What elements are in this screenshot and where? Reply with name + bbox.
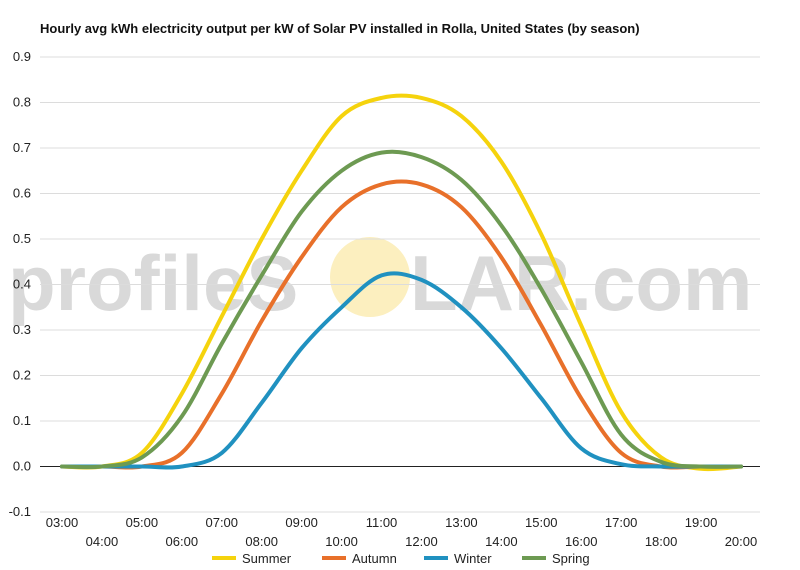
- x-tick-label: 20:00: [725, 534, 758, 549]
- legend-label: Spring: [552, 551, 590, 566]
- series-line-autumn: [60, 179, 743, 470]
- x-tick-label: 18:00: [645, 534, 678, 549]
- chart-title: Hourly avg kWh electricity output per kW…: [40, 21, 640, 36]
- y-tick-label: -0.1: [9, 504, 31, 519]
- series-line-summer: [60, 93, 743, 472]
- y-tick-label: 0.8: [13, 95, 31, 110]
- legend-swatch: [522, 556, 546, 560]
- x-tick-label: 08:00: [245, 534, 278, 549]
- watermark: profileS LAR.com: [8, 237, 752, 327]
- y-tick-label: 0.0: [13, 459, 31, 474]
- y-tick-label: 0.1: [13, 413, 31, 428]
- x-axis: 03:00 04:00 05:00 06:00 07:00 08:00 09:00 10:00…: [46, 515, 758, 549]
- y-tick-label: 0.7: [13, 140, 31, 155]
- x-tick-label: 10:00: [325, 534, 358, 549]
- watermark-text-right: LAR.com: [410, 239, 752, 327]
- legend[interactable]: Summer Autumn Winter Spring: [212, 551, 590, 566]
- x-tick-label: 13:00: [445, 515, 478, 530]
- legend-item-summer[interactable]: Summer: [212, 551, 292, 566]
- legend-label: Autumn: [352, 551, 397, 566]
- x-tick-label: 15:00: [525, 515, 558, 530]
- y-tick-label: 0.9: [13, 49, 31, 64]
- legend-item-spring[interactable]: Spring: [522, 551, 590, 566]
- series-line-spring: [60, 149, 743, 470]
- y-tick-label: 0.4: [13, 277, 31, 292]
- legend-item-winter[interactable]: Winter: [424, 551, 492, 566]
- x-tick-label: 16:00: [565, 534, 598, 549]
- x-tick-label: 04:00: [86, 534, 119, 549]
- y-axis: -0.1 0.0 0.1 0.2 0.3 0.4 0.5 0.6 0.7 0.8 0.9: [9, 49, 31, 519]
- x-tick-label: 06:00: [166, 534, 199, 549]
- series-line-winter: [60, 271, 743, 470]
- grid: [40, 56, 760, 513]
- y-tick-label: 0.5: [13, 231, 31, 246]
- y-tick-label: 0.6: [13, 186, 31, 201]
- legend-label: Summer: [242, 551, 292, 566]
- x-tick-label: 12:00: [405, 534, 438, 549]
- x-tick-label: 14:00: [485, 534, 518, 549]
- x-tick-label: 19:00: [685, 515, 718, 530]
- watermark-text-left: profileS: [8, 239, 298, 327]
- x-tick-label: 07:00: [205, 515, 238, 530]
- x-tick-label: 09:00: [285, 515, 318, 530]
- y-tick-label: 0.3: [13, 322, 31, 337]
- legend-swatch: [212, 556, 236, 560]
- legend-swatch: [322, 556, 346, 560]
- x-tick-label: 17:00: [605, 515, 638, 530]
- x-tick-label: 03:00: [46, 515, 79, 530]
- legend-item-autumn[interactable]: Autumn: [322, 551, 397, 566]
- x-tick-label: 05:00: [126, 515, 159, 530]
- y-tick-label: 0.2: [13, 368, 31, 383]
- series-lines: [60, 93, 743, 472]
- legend-label: Winter: [454, 551, 492, 566]
- x-tick-label: 11:00: [366, 515, 398, 530]
- legend-swatch: [424, 556, 448, 560]
